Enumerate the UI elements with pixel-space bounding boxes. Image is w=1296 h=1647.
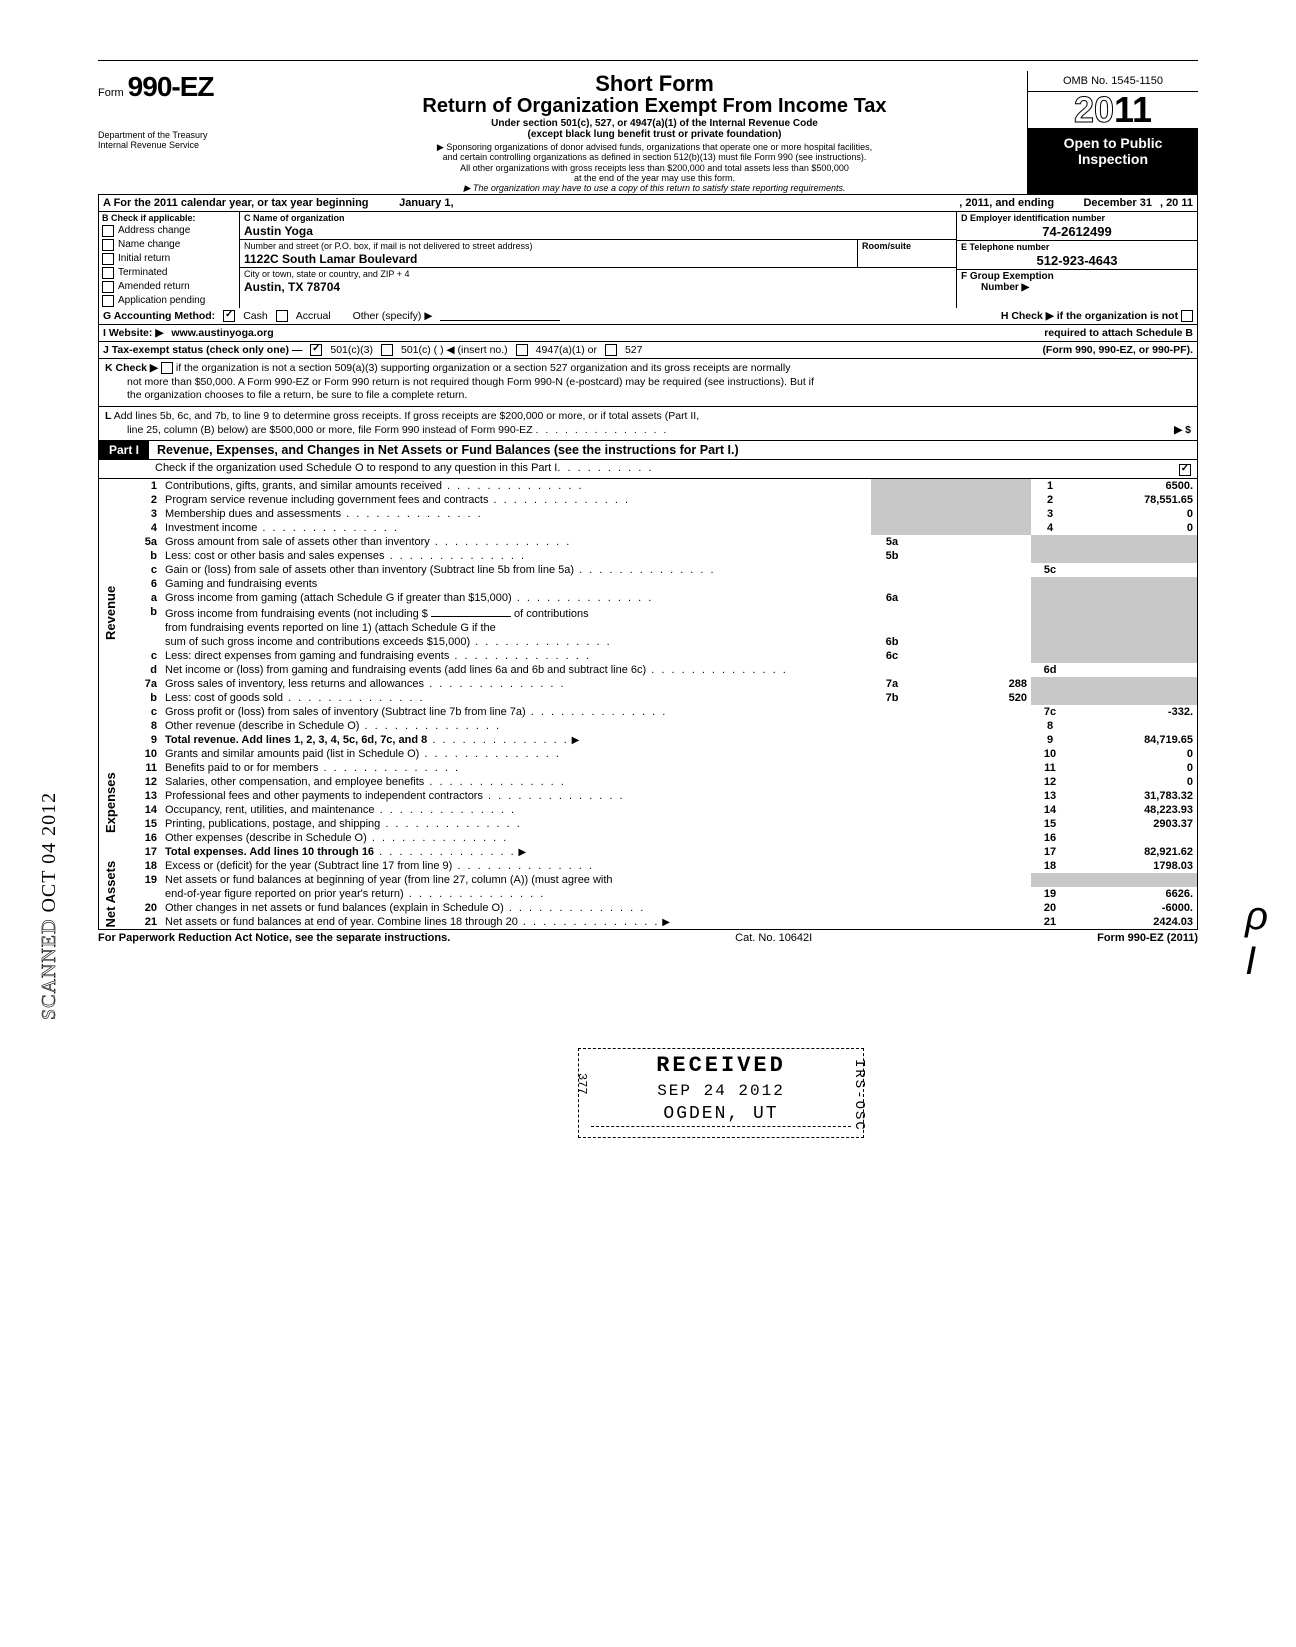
row-a: A For the 2011 calendar year, or tax yea… <box>98 195 1198 212</box>
return-title: Return of Organization Exempt From Incom… <box>288 95 1021 118</box>
chk-cash[interactable] <box>223 310 235 322</box>
val-7a: 288 <box>913 677 1031 691</box>
chk-501c3[interactable] <box>310 344 322 356</box>
sponsor-4: at the end of the year may use this form… <box>288 173 1021 183</box>
val-3: 0 <box>1069 507 1198 521</box>
val-19: 6626. <box>1069 887 1198 901</box>
val-1: 6500. <box>1069 479 1198 493</box>
org-name: Austin Yoga <box>244 224 313 238</box>
paperwork-notice: For Paperwork Reduction Act Notice, see … <box>98 932 450 944</box>
section-expenses: Expenses <box>99 747 128 859</box>
tax-year: 2011 <box>1028 92 1198 129</box>
chk-schedule-o[interactable] <box>1179 464 1191 476</box>
state-req: The organization may have to use a copy … <box>288 183 1021 193</box>
val-9: 84,719.65 <box>1069 733 1198 747</box>
chk-name[interactable] <box>102 239 114 251</box>
chk-accrual[interactable] <box>276 310 288 322</box>
chk-address[interactable] <box>102 225 114 237</box>
form-ref: Form 990-EZ (2011) <box>1097 932 1198 944</box>
dept-line-2: Internal Revenue Service <box>98 141 278 151</box>
row-i: I Website: ▶ www.austinyoga.org required… <box>98 325 1198 342</box>
sponsor-1: ▶ Sponsoring organizations of donor advi… <box>288 142 1021 152</box>
val-17: 82,921.62 <box>1069 845 1198 859</box>
entity-block: B Check if applicable: Address change Na… <box>98 212 1198 308</box>
form-word: Form <box>98 87 124 99</box>
ghij-block: G Accounting Method: Cash Accrual Other … <box>98 308 1198 359</box>
open-to-public: Open to Public Inspection <box>1028 129 1198 194</box>
chk-initial[interactable] <box>102 253 114 265</box>
except-line: (except black lung benefit trust or priv… <box>288 129 1021 140</box>
chk-term[interactable] <box>102 267 114 279</box>
chk-app[interactable] <box>102 295 114 307</box>
scanned-stamp: SCANNED OCT 04 2012 <box>38 792 61 1020</box>
val-16 <box>1069 831 1198 845</box>
form-number: 990-EZ <box>128 71 214 103</box>
val-7c: -332. <box>1069 705 1198 719</box>
handwriting-mark: ρI <box>1245 894 1268 984</box>
part-tag: Part I <box>99 441 149 459</box>
chk-h[interactable] <box>1181 310 1193 322</box>
website: www.austinyoga.org <box>171 327 273 339</box>
section-revenue: Revenue <box>99 479 128 747</box>
form-header: Form 990-EZ Department of the Treasury I… <box>98 71 1198 195</box>
val-13: 31,783.32 <box>1069 789 1198 803</box>
form-page: Form 990-EZ Department of the Treasury I… <box>98 60 1198 944</box>
chk-527[interactable] <box>605 344 617 356</box>
org-city: Austin, TX 78704 <box>244 280 340 294</box>
val-18: 1798.03 <box>1069 859 1198 873</box>
val-21: 2424.03 <box>1069 915 1198 930</box>
cat-no: Cat. No. 10642I <box>735 932 812 944</box>
val-8 <box>1069 719 1198 733</box>
section-c: C Name of organization Austin Yoga Numbe… <box>240 212 956 308</box>
footer: For Paperwork Reduction Act Notice, see … <box>98 930 1198 944</box>
val-10: 0 <box>1069 747 1198 761</box>
org-street: 1122C South Lamar Boulevard <box>244 252 417 266</box>
val-4: 0 <box>1069 521 1198 535</box>
short-form-title: Short Form <box>288 71 1021 97</box>
row-l: L Add lines 5b, 6c, and 7b, to line 9 to… <box>98 407 1198 441</box>
val-15: 2903.37 <box>1069 817 1198 831</box>
chk-k[interactable] <box>161 362 173 374</box>
part-title: Revenue, Expenses, and Changes in Net As… <box>149 443 1197 457</box>
val-11: 0 <box>1069 761 1198 775</box>
chk-4947[interactable] <box>516 344 528 356</box>
header-left: Form 990-EZ Department of the Treasury I… <box>98 71 282 194</box>
section-net-assets: Net Assets <box>99 859 128 930</box>
sponsor-3: All other organizations with gross recei… <box>288 163 1021 173</box>
chk-501c[interactable] <box>381 344 393 356</box>
received-stamp: 377 RECEIVED SEP 24 2012 OGDEN, UT IRS-O… <box>578 1048 864 1138</box>
part-1-sub: Check if the organization used Schedule … <box>98 460 1198 479</box>
ein: 74-2612499 <box>961 224 1193 239</box>
val-20: -6000. <box>1069 901 1198 915</box>
lines-table: Revenue 1 Contributions, gifts, grants, … <box>98 479 1198 930</box>
val-2: 78,551.65 <box>1069 493 1198 507</box>
section-d-e-f: D Employer identification number 74-2612… <box>956 212 1197 308</box>
row-k: K Check ▶ if the organization is not a s… <box>98 359 1198 407</box>
under-section: Under section 501(c), 527, or 4947(a)(1)… <box>288 118 1021 129</box>
val-7b: 520 <box>913 691 1031 705</box>
val-12: 0 <box>1069 775 1198 789</box>
val-5c <box>1069 563 1198 577</box>
telephone: 512-923-4643 <box>961 253 1193 268</box>
val-14: 48,223.93 <box>1069 803 1198 817</box>
row-g: G Accounting Method: Cash Accrual Other … <box>98 308 1198 325</box>
chk-amend[interactable] <box>102 281 114 293</box>
header-middle: Short Form Return of Organization Exempt… <box>282 71 1027 194</box>
section-b: B Check if applicable: Address change Na… <box>99 212 240 308</box>
part-1-header: Part I Revenue, Expenses, and Changes in… <box>98 441 1198 460</box>
sponsor-2: and certain controlling organizations as… <box>288 152 1021 162</box>
row-j: J Tax-exempt status (check only one) — 5… <box>98 342 1198 359</box>
val-6d <box>1069 663 1198 677</box>
header-right: OMB No. 1545-1150 2011 Open to Public In… <box>1027 71 1198 194</box>
